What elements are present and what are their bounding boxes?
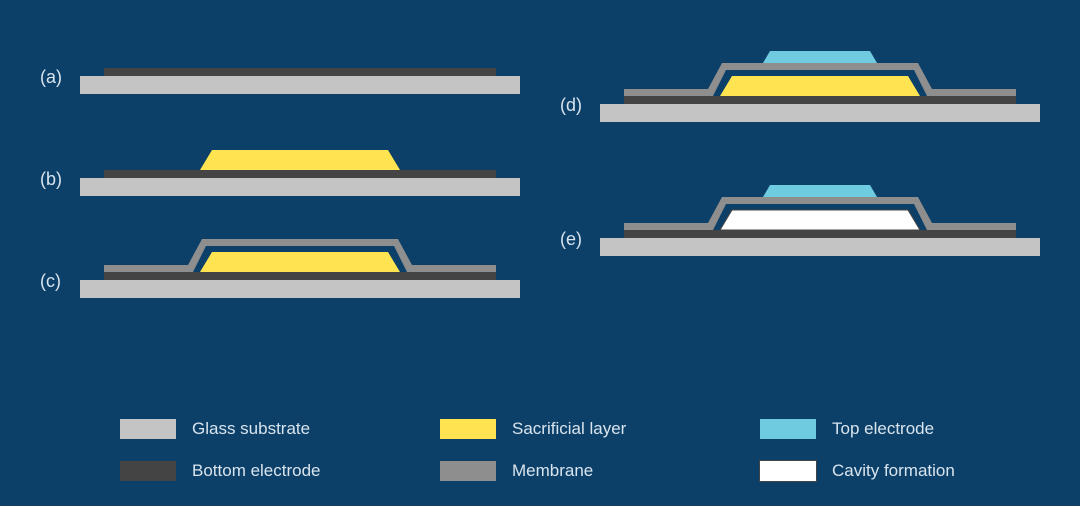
legend-label-4: Membrane [512, 461, 593, 481]
step-c-label: (c) [40, 271, 80, 298]
step-a-stack [80, 30, 520, 94]
step-d-label: (d) [560, 95, 600, 122]
step-e: (e) [560, 178, 1040, 256]
step-e-label: (e) [560, 229, 600, 256]
right-column: (d) (e) [560, 30, 1040, 336]
legend-swatch-0 [120, 419, 176, 439]
step-d-stack [600, 44, 1040, 122]
legend-label-3: Bottom electrode [192, 461, 321, 481]
step-c: (c) [40, 234, 520, 298]
legend-swatch-1 [440, 419, 496, 439]
step-d: (d) [560, 44, 1040, 122]
step-a: (a) [40, 30, 520, 94]
legend-label-5: Cavity formation [832, 461, 955, 481]
legend-item-1: Sacrificial layer [440, 414, 740, 444]
legend-item-3: Bottom electrode [120, 456, 420, 486]
legend-swatch-4 [440, 461, 496, 481]
step-b-svg [80, 132, 520, 196]
step-d-svg [600, 44, 1040, 122]
step-b: (b) [40, 132, 520, 196]
step-e-stack [600, 178, 1040, 256]
step-a-label: (a) [40, 67, 80, 94]
legend-item-0: Glass substrate [120, 414, 420, 444]
step-b-stack [80, 132, 520, 196]
legend-item-5: Cavity formation [760, 456, 1060, 486]
legend: Glass substrate Sacrificial layer Top el… [120, 414, 1060, 486]
legend-item-2: Top electrode [760, 414, 1060, 444]
step-a-svg [80, 30, 520, 94]
legend-swatch-2 [760, 419, 816, 439]
step-c-svg [80, 234, 520, 298]
legend-label-2: Top electrode [832, 419, 934, 439]
left-column: (a) (b) (c) [40, 30, 520, 336]
legend-label-0: Glass substrate [192, 419, 310, 439]
step-e-svg [600, 178, 1040, 256]
diagram-columns: (a) (b) (c) [0, 0, 1080, 336]
step-c-stack [80, 234, 520, 298]
legend-swatch-3 [120, 461, 176, 481]
legend-label-1: Sacrificial layer [512, 419, 626, 439]
legend-swatch-5 [760, 461, 816, 481]
legend-item-4: Membrane [440, 456, 740, 486]
step-b-label: (b) [40, 169, 80, 196]
